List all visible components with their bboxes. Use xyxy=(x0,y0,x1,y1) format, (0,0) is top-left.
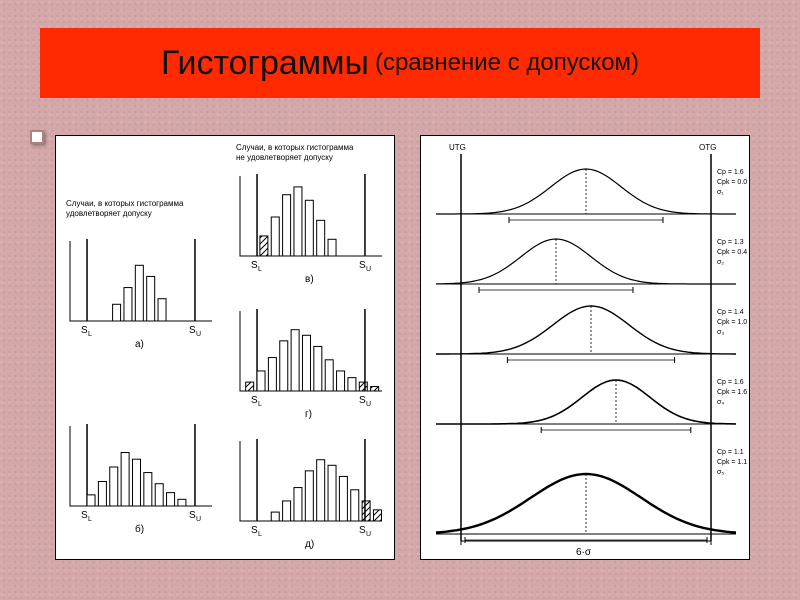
footer-6sigma: 6·σ xyxy=(576,547,592,558)
curve-2 xyxy=(436,306,736,363)
cp-label-3-0: Cp = 1.6 xyxy=(717,379,744,386)
svg-text:U: U xyxy=(196,331,201,338)
svg-text:U: U xyxy=(196,516,201,523)
cp-label-1-2: σ₂ xyxy=(717,259,724,266)
bullet-icon xyxy=(30,130,44,144)
cp-label-4-1: Cpk = 1.1 xyxy=(717,459,747,466)
cp-label-1-0: Cp = 1.3 xyxy=(717,239,744,246)
cp-label-3-1: Cpk = 1.6 xyxy=(717,389,747,396)
cp-label-0-1: Cpk = 0.0 xyxy=(717,179,747,186)
svg-text:г): г) xyxy=(305,409,312,420)
right-panel: UTG OTG Cp = 1.6 Cpk = 0.0 σ₁ Cp = 1.3 Cpk = 0… xyxy=(420,135,750,560)
hist-a: SLSUа) xyxy=(70,239,212,350)
svg-text:S: S xyxy=(251,260,258,271)
left-panel: Случаи, в которых гистограмма удовлетвор… xyxy=(55,135,395,560)
svg-text:S: S xyxy=(359,395,366,406)
curve-3 xyxy=(436,380,736,433)
cp-label-4-2: σ₅ xyxy=(717,469,724,476)
svg-text:S: S xyxy=(359,260,366,271)
hist-g: SLSUг) xyxy=(240,309,382,420)
svg-text:L: L xyxy=(258,401,262,408)
svg-text:д): д) xyxy=(305,539,314,550)
svg-text:S: S xyxy=(81,510,88,521)
svg-text:не удовлетворяет допуску: не удовлетворяет допуску xyxy=(236,153,333,162)
svg-text:L: L xyxy=(258,531,262,538)
svg-text:S: S xyxy=(251,525,258,536)
svg-text:в): в) xyxy=(305,274,314,285)
title-main: Гистограммы xyxy=(161,44,369,83)
cp-label-1-1: Cpk = 0.4 xyxy=(717,249,747,256)
svg-text:а): а) xyxy=(135,339,144,350)
curve-1 xyxy=(436,239,736,293)
hist-v: SLSUв) xyxy=(240,174,382,285)
cp-label-2-0: Cp = 1.4 xyxy=(717,309,744,316)
svg-text:S: S xyxy=(189,510,196,521)
title-bar: Гистограммы (сравнение с допуском) xyxy=(40,28,760,98)
svg-text:L: L xyxy=(88,516,92,523)
cp-label-2-2: σ₃ xyxy=(717,329,724,336)
title-sub: (сравнение с допуском) xyxy=(375,49,639,77)
cp-label-4-0: Cp = 1.1 xyxy=(717,449,744,456)
svg-text:S: S xyxy=(81,325,88,336)
header-utg: UTG xyxy=(449,143,466,152)
svg-text:L: L xyxy=(88,331,92,338)
caption-ok: Случаи, в которых гистограмма xyxy=(66,199,184,208)
curves-figure: UTG OTG Cp = 1.6 Cpk = 0.0 σ₁ Cp = 1.3 Cpk = 0… xyxy=(421,136,751,561)
cp-label-0-2: σ₁ xyxy=(717,189,724,196)
caption-bad: Случаи, в которых гистограмма xyxy=(236,143,354,152)
hist-b: SLSUб) xyxy=(70,424,212,535)
hist-d: SLSUд) xyxy=(240,439,382,550)
curve-0 xyxy=(436,169,736,223)
svg-text:S: S xyxy=(189,325,196,336)
cp-label-2-1: Cpk = 1.0 xyxy=(717,319,747,326)
header-otg: OTG xyxy=(699,143,716,152)
histograms-figure: Случаи, в которых гистограмма удовлетвор… xyxy=(56,136,396,561)
svg-text:L: L xyxy=(258,266,262,273)
cp-label-3-2: σ₄ xyxy=(717,399,724,406)
svg-text:U: U xyxy=(366,401,371,408)
svg-text:S: S xyxy=(359,525,366,536)
svg-text:удовлетворяет допуску: удовлетворяет допуску xyxy=(66,209,152,218)
svg-text:б): б) xyxy=(135,523,144,535)
svg-text:U: U xyxy=(366,531,371,538)
svg-text:U: U xyxy=(366,266,371,273)
cp-label-0-0: Cp = 1.6 xyxy=(717,169,744,176)
curve-4 xyxy=(436,474,736,543)
svg-text:S: S xyxy=(251,395,258,406)
